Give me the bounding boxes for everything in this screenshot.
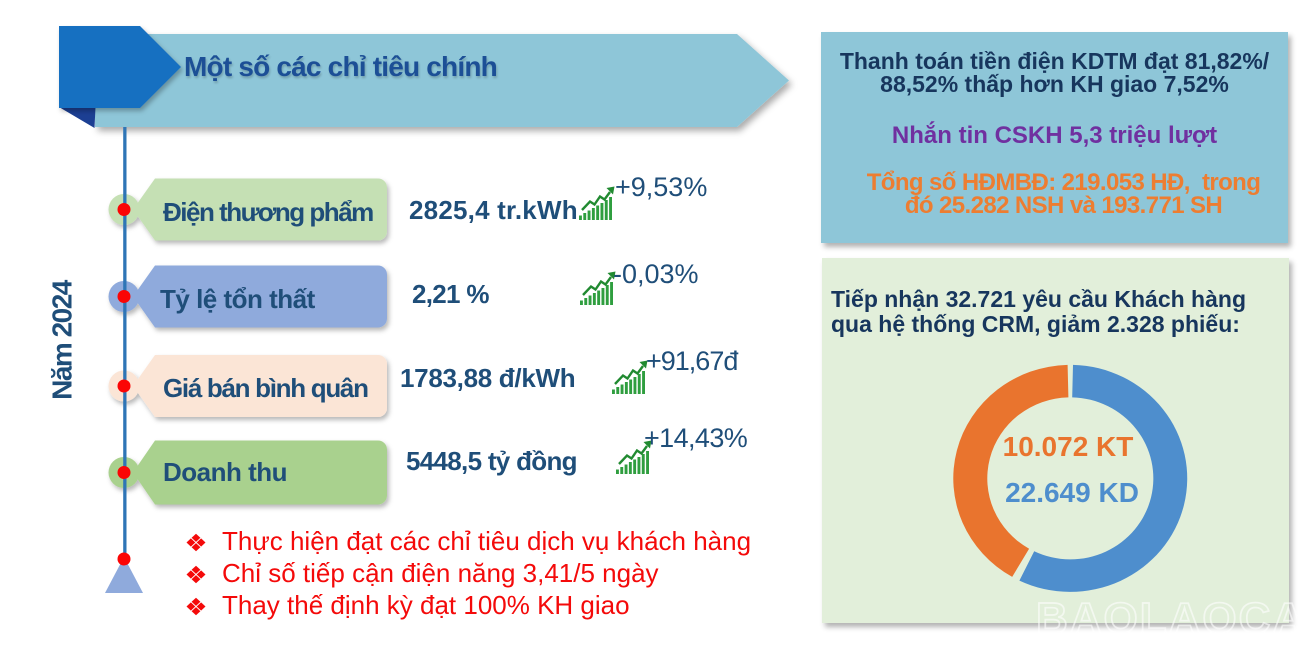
svg-text:BAOLAOCAI: BAOLAOCAI (1036, 594, 1306, 643)
